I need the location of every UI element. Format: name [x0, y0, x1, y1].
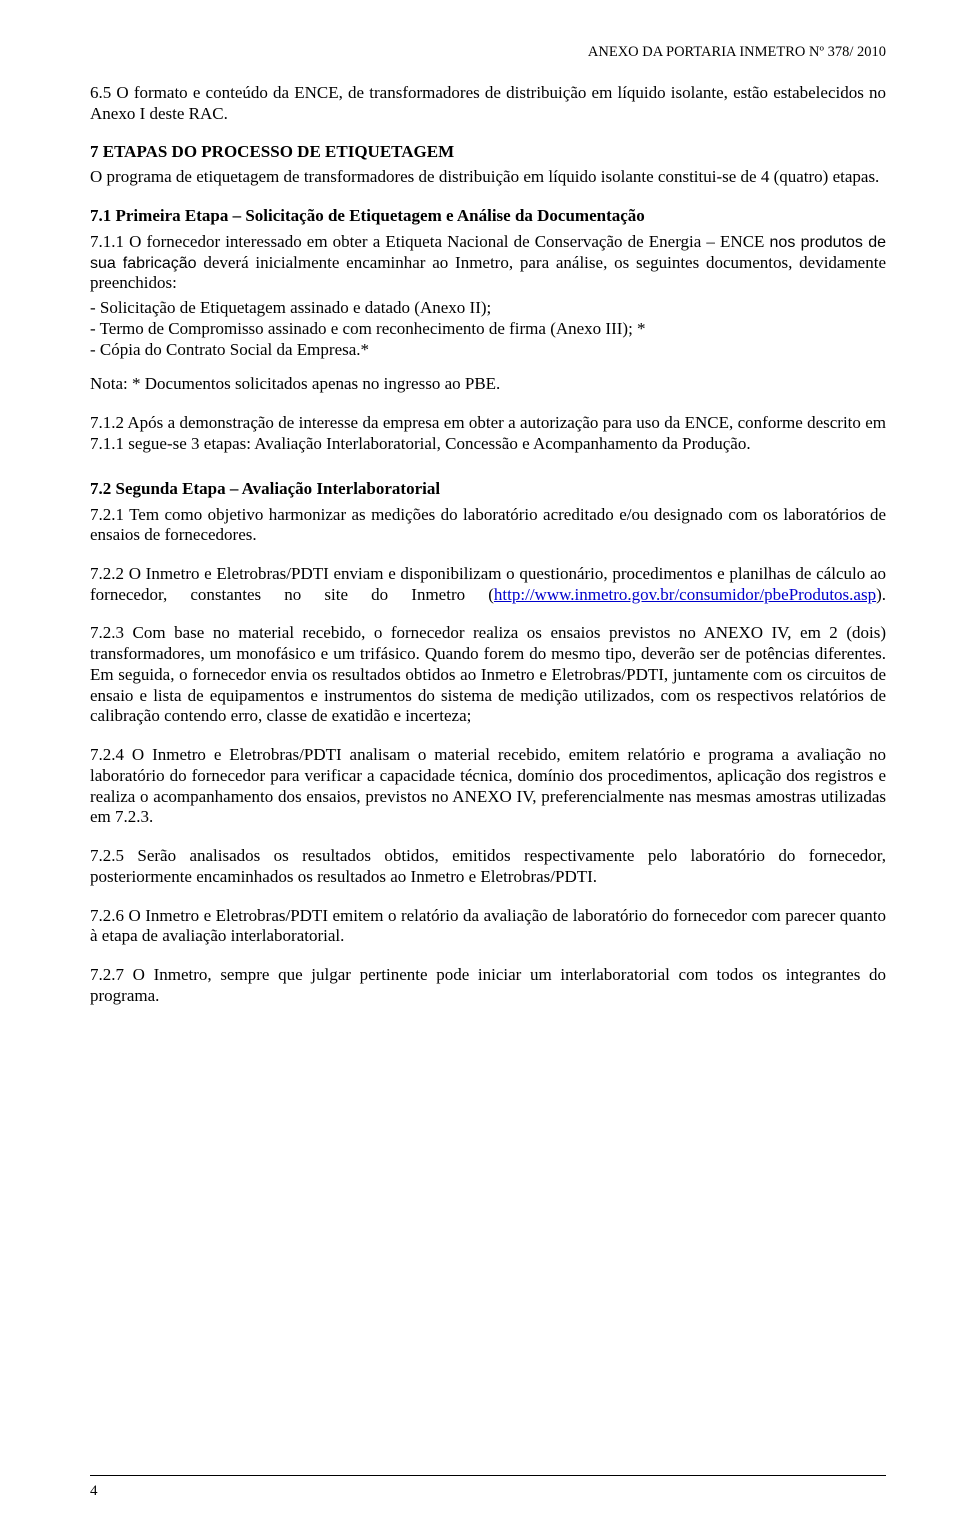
section-7-heading: 7 ETAPAS DO PROCESSO DE ETIQUETAGEM: [90, 142, 886, 163]
header-annex-label: ANEXO DA PORTARIA INMETRO Nº 378/ 2010: [90, 44, 886, 61]
list-item-3: - Cópia do Contrato Social da Empresa.*: [90, 340, 886, 361]
para-7-1-1: 7.1.1 O fornecedor interessado em obter …: [90, 232, 886, 294]
para-7-1-2: 7.1.2 Após a demonstração de interesse d…: [90, 413, 886, 454]
para-7-2-3: 7.2.3 Com base no material recebido, o f…: [90, 623, 886, 727]
para-7-2-7: 7.2.7 O Inmetro, sempre que julgar perti…: [90, 965, 886, 1006]
list-item-1: - Solicitação de Etiquetagem assinado e …: [90, 298, 886, 319]
inmetro-link[interactable]: http://www.inmetro.gov.br/consumidor/pbe…: [494, 585, 876, 604]
section-7-body: O programa de etiquetagem de transformad…: [90, 167, 886, 188]
spacer: [90, 360, 886, 374]
para-7-1-1-a: 7.1.1 O fornecedor interessado em obter …: [90, 232, 770, 251]
para-7-2-4: 7.2.4 O Inmetro e Eletrobras/PDTI analis…: [90, 745, 886, 828]
para-7-2-1: 7.2.1 Tem como objetivo harmonizar as me…: [90, 505, 886, 546]
para-7-1-1-b: deverá inicialmente encaminhar ao Inmetr…: [90, 253, 886, 293]
nota: Nota: * Documentos solicitados apenas no…: [90, 374, 886, 395]
page-number: 4: [90, 1483, 98, 1500]
para-7-2-2: 7.2.2 O Inmetro e Eletrobras/PDTI enviam…: [90, 564, 886, 605]
list-item-2: - Termo de Compromisso assinado e com re…: [90, 319, 886, 340]
para-7-2-5: 7.2.5 Serão analisados os resultados obt…: [90, 846, 886, 887]
para-6-5: 6.5 O formato e conteúdo da ENCE, de tra…: [90, 83, 886, 124]
document-page: ANEXO DA PORTARIA INMETRO Nº 378/ 2010 6…: [0, 0, 960, 1524]
section-7-2-title: 7.2 Segunda Etapa – Avaliação Interlabor…: [90, 479, 886, 499]
para-7-2-2-b: ).: [876, 585, 886, 604]
footer-divider: [90, 1475, 886, 1476]
para-7-2-6: 7.2.6 O Inmetro e Eletrobras/PDTI emitem…: [90, 906, 886, 947]
section-7-title: 7 ETAPAS DO PROCESSO DE ETIQUETAGEM: [90, 142, 454, 161]
section-7-1-title: 7.1 Primeira Etapa – Solicitação de Etiq…: [90, 206, 886, 226]
